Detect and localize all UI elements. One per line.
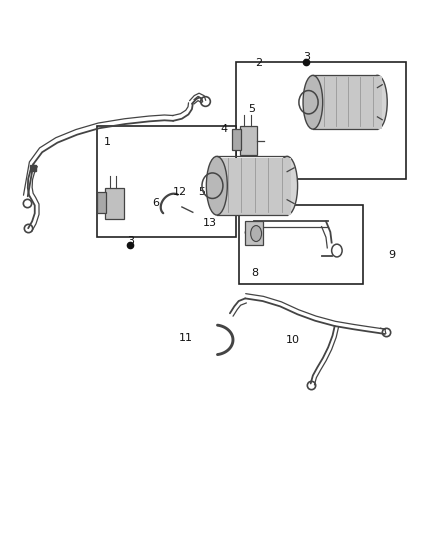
Text: 1: 1	[104, 136, 111, 147]
Bar	[232, 130, 241, 150]
Bar	[97, 192, 106, 213]
Text: 7: 7	[251, 230, 258, 240]
Bar	[313, 76, 381, 129]
Bar	[217, 158, 291, 215]
Ellipse shape	[303, 75, 323, 129]
Text: 5: 5	[198, 187, 205, 197]
Text: 13: 13	[203, 218, 217, 228]
Ellipse shape	[367, 75, 387, 129]
Text: 3: 3	[303, 52, 310, 61]
Bar	[245, 221, 263, 245]
Bar	[239, 205, 363, 284]
Ellipse shape	[206, 156, 227, 215]
Text: 12: 12	[173, 187, 187, 197]
Text: 11: 11	[179, 333, 193, 343]
Text: 4: 4	[221, 124, 228, 134]
Text: 10: 10	[285, 335, 299, 345]
Bar	[97, 126, 237, 237]
Ellipse shape	[251, 225, 261, 241]
Text: 5: 5	[248, 103, 255, 114]
Text: 6: 6	[152, 198, 159, 208]
Bar	[106, 188, 124, 219]
Text: 2: 2	[255, 59, 262, 68]
Ellipse shape	[277, 156, 297, 215]
Text: 3: 3	[127, 236, 134, 246]
Bar	[240, 126, 258, 155]
Text: 8: 8	[251, 269, 258, 278]
Text: 9: 9	[388, 250, 395, 260]
Bar	[236, 62, 406, 179]
